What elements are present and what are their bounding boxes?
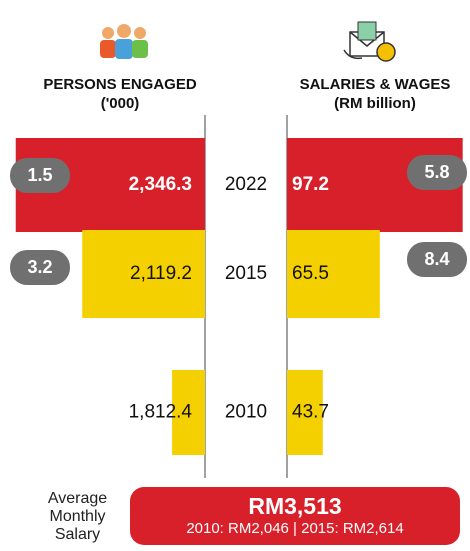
year-label: 2022 — [225, 174, 267, 195]
value-label: 65.5 — [292, 263, 329, 284]
growth-label: 3.2 — [27, 257, 52, 277]
salary-label: Average Monthly Salary — [47, 490, 108, 543]
value-label: 43.7 — [292, 402, 329, 423]
growth-bubble — [407, 242, 467, 277]
left-unit: ('000) — [101, 95, 140, 112]
bar — [82, 230, 205, 318]
value-label: 2,346.3 — [129, 174, 192, 195]
salary-history: 2010: RM2,046 | 2015: RM2,614 — [186, 520, 404, 537]
year-label: 2010 — [225, 402, 267, 423]
bar — [287, 370, 323, 455]
right-header: SALARIES & WAGES — [300, 76, 451, 93]
envelope-icon — [343, 21, 396, 62]
salary-value: RM3,513 — [248, 493, 342, 519]
right-unit: (RM billion) — [334, 95, 416, 112]
value-label: 1,812.4 — [129, 402, 193, 423]
year-label: 2015 — [225, 263, 267, 284]
growth-bubble — [10, 158, 70, 193]
salary-box: RM3,513 2010: RM2,046 | 2015: RM2,614 — [130, 487, 460, 545]
growth-label: 8.4 — [424, 249, 449, 269]
growth-bubble — [10, 250, 70, 285]
value-label: 97.2 — [292, 174, 329, 195]
bar — [287, 230, 380, 318]
growth-label: 1.5 — [27, 165, 52, 185]
value-label: 2,119.2 — [130, 263, 192, 284]
growth-label: 5.8 — [424, 162, 449, 182]
growth-bubble — [407, 155, 467, 190]
left-header: PERSONS ENGAGED — [43, 76, 197, 93]
people-icon — [100, 24, 148, 59]
bar — [172, 370, 205, 455]
